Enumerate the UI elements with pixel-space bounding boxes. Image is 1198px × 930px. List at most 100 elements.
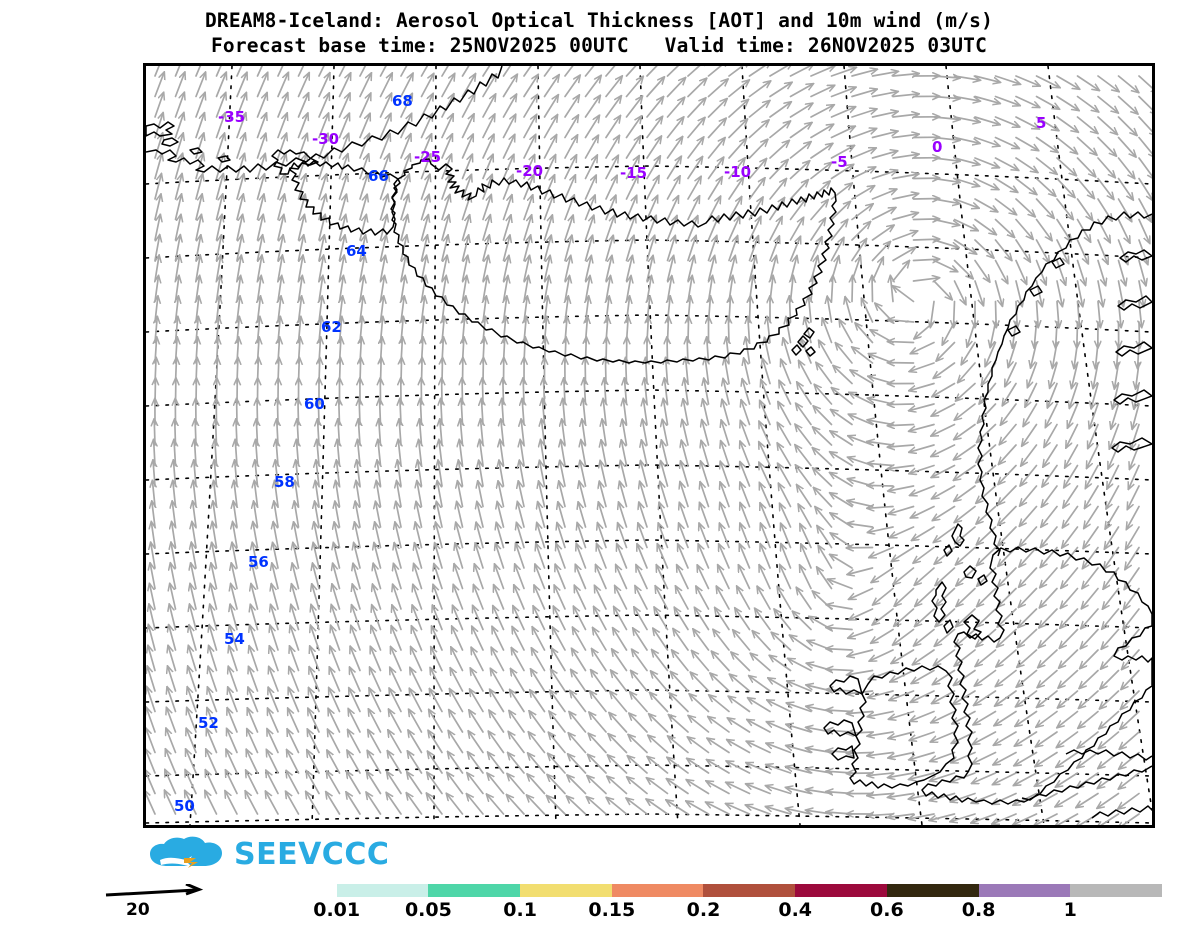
- wind-arrow: [718, 565, 730, 590]
- wind-arrow: [862, 298, 874, 323]
- wind-arrow: [291, 605, 300, 631]
- wind-arrow: [748, 698, 771, 713]
- forecast-map[interactable]: -35 -30 -25 -20 -15 -10 -5 0 5 68 66 64 …: [143, 63, 1155, 828]
- aot-colorbar[interactable]: 0.01 0.05 0.1 0.15 0.2 0.4 0.6 0.8 1: [245, 884, 1162, 928]
- wind-arrow: [956, 608, 976, 627]
- wind-arrow: [628, 756, 648, 774]
- wind-arrow: [1107, 464, 1120, 489]
- wind-arrow: [647, 757, 669, 774]
- wind-arrow: [771, 632, 792, 651]
- wind-arrow: [533, 606, 546, 631]
- wind-arrow: [847, 523, 874, 527]
- wind-arrow: [1117, 239, 1128, 264]
- wind-arrow: [1118, 792, 1140, 809]
- wind-arrow: [871, 151, 898, 159]
- wind-arrow: [700, 503, 710, 528]
- wind-arrow: [591, 670, 607, 692]
- wind-arrow: [873, 587, 894, 605]
- wind-arrow: [502, 195, 512, 221]
- wind-arrow: [461, 94, 475, 118]
- wind-arrow: [673, 629, 689, 651]
- wind-arrow: [826, 649, 853, 650]
- wind-arrow: [774, 609, 792, 631]
- wind-arrow: [350, 646, 361, 672]
- wind-arrow: [799, 361, 812, 385]
- wind-arrow: [507, 795, 525, 815]
- wind-arrow: [369, 709, 382, 733]
- wind-arrow: [955, 403, 976, 420]
- wind-arrow: [778, 463, 792, 487]
- wind-arrow: [1117, 218, 1130, 243]
- wind-arrow: [956, 546, 976, 565]
- wind-arrow: [1076, 259, 1086, 286]
- wind-arrow: [1034, 813, 1058, 825]
- wind-arrow: [379, 114, 391, 139]
- wind-arrow: [974, 239, 994, 258]
- wind-arrow: [509, 711, 525, 733]
- wind-arrow: [215, 133, 225, 159]
- wind-arrow: [307, 729, 320, 754]
- wind-arrow: [974, 259, 990, 282]
- wind-arrow: [693, 629, 710, 651]
- wind-arrow: [710, 673, 730, 692]
- wind-arrow: [288, 708, 300, 733]
- wind-arrow: [819, 340, 833, 364]
- wind-arrow: [781, 359, 792, 385]
- wind-arrow: [620, 482, 628, 508]
- wind-arrow: [1056, 177, 1075, 198]
- wind-arrow: [1058, 669, 1079, 689]
- colorbar-tick: 0.01: [313, 899, 361, 921]
- wind-arrow: [482, 155, 493, 180]
- wind-arrow: [543, 95, 559, 118]
- wind-arrow: [1040, 587, 1058, 608]
- wind-arrow: [611, 670, 628, 692]
- wind-arrow: [1035, 95, 1060, 110]
- lat-label-58: 58: [274, 473, 295, 491]
- wind-arrow: [448, 752, 464, 774]
- wind-arrow: [687, 137, 704, 159]
- wind-arrow: [996, 649, 1017, 667]
- wind-arrow: [748, 139, 768, 159]
- wind-arrow: [1139, 300, 1142, 328]
- wind-arrow: [1052, 341, 1058, 369]
- wind-arrow: [1138, 136, 1152, 158]
- coast-norway-detail2: [1117, 295, 1152, 311]
- wind-arrow: [695, 608, 710, 631]
- wind-arrow: [1036, 731, 1058, 747]
- wind-arrow: [605, 156, 618, 180]
- wind-arrow: [636, 565, 648, 590]
- wind-arrow: [740, 523, 751, 549]
- wind-arrow: [605, 176, 617, 200]
- wind-arrow: [297, 154, 307, 180]
- wind-arrow: [720, 462, 730, 487]
- wind-arrow: [573, 627, 587, 651]
- wind-arrow: [1002, 382, 1017, 406]
- wind-arrow: [1093, 362, 1099, 389]
- wind-arrow: [954, 485, 976, 501]
- wind-arrow: [994, 177, 1018, 193]
- wind-arrow: [515, 564, 525, 590]
- wind-arrow: [757, 586, 771, 610]
- wind-arrow: [1078, 710, 1099, 729]
- wind-arrow: [286, 771, 300, 795]
- wind-arrow: [584, 175, 597, 200]
- wind-arrow: [553, 606, 566, 631]
- wind-arrow: [1069, 382, 1079, 409]
- wind-arrow: [798, 504, 812, 528]
- wind-arrow: [195, 93, 205, 118]
- wind-arrow: [973, 731, 997, 744]
- wind-arrow: [646, 136, 661, 159]
- wind-arrow: [891, 649, 915, 663]
- wind-arrow: [1005, 362, 1017, 387]
- wind-arrow: [728, 197, 742, 221]
- cloud-icon: [150, 836, 222, 868]
- wind-arrow: [740, 421, 751, 446]
- wind-arrow: [329, 667, 341, 692]
- wind-arrow: [338, 66, 346, 77]
- wind-arrow: [852, 347, 874, 364]
- wind-arrow: [713, 630, 730, 651]
- wind-arrow: [209, 625, 218, 651]
- wind-arrow: [1039, 608, 1058, 628]
- wind-arrow: [671, 672, 689, 692]
- wind-arrow: [543, 66, 553, 77]
